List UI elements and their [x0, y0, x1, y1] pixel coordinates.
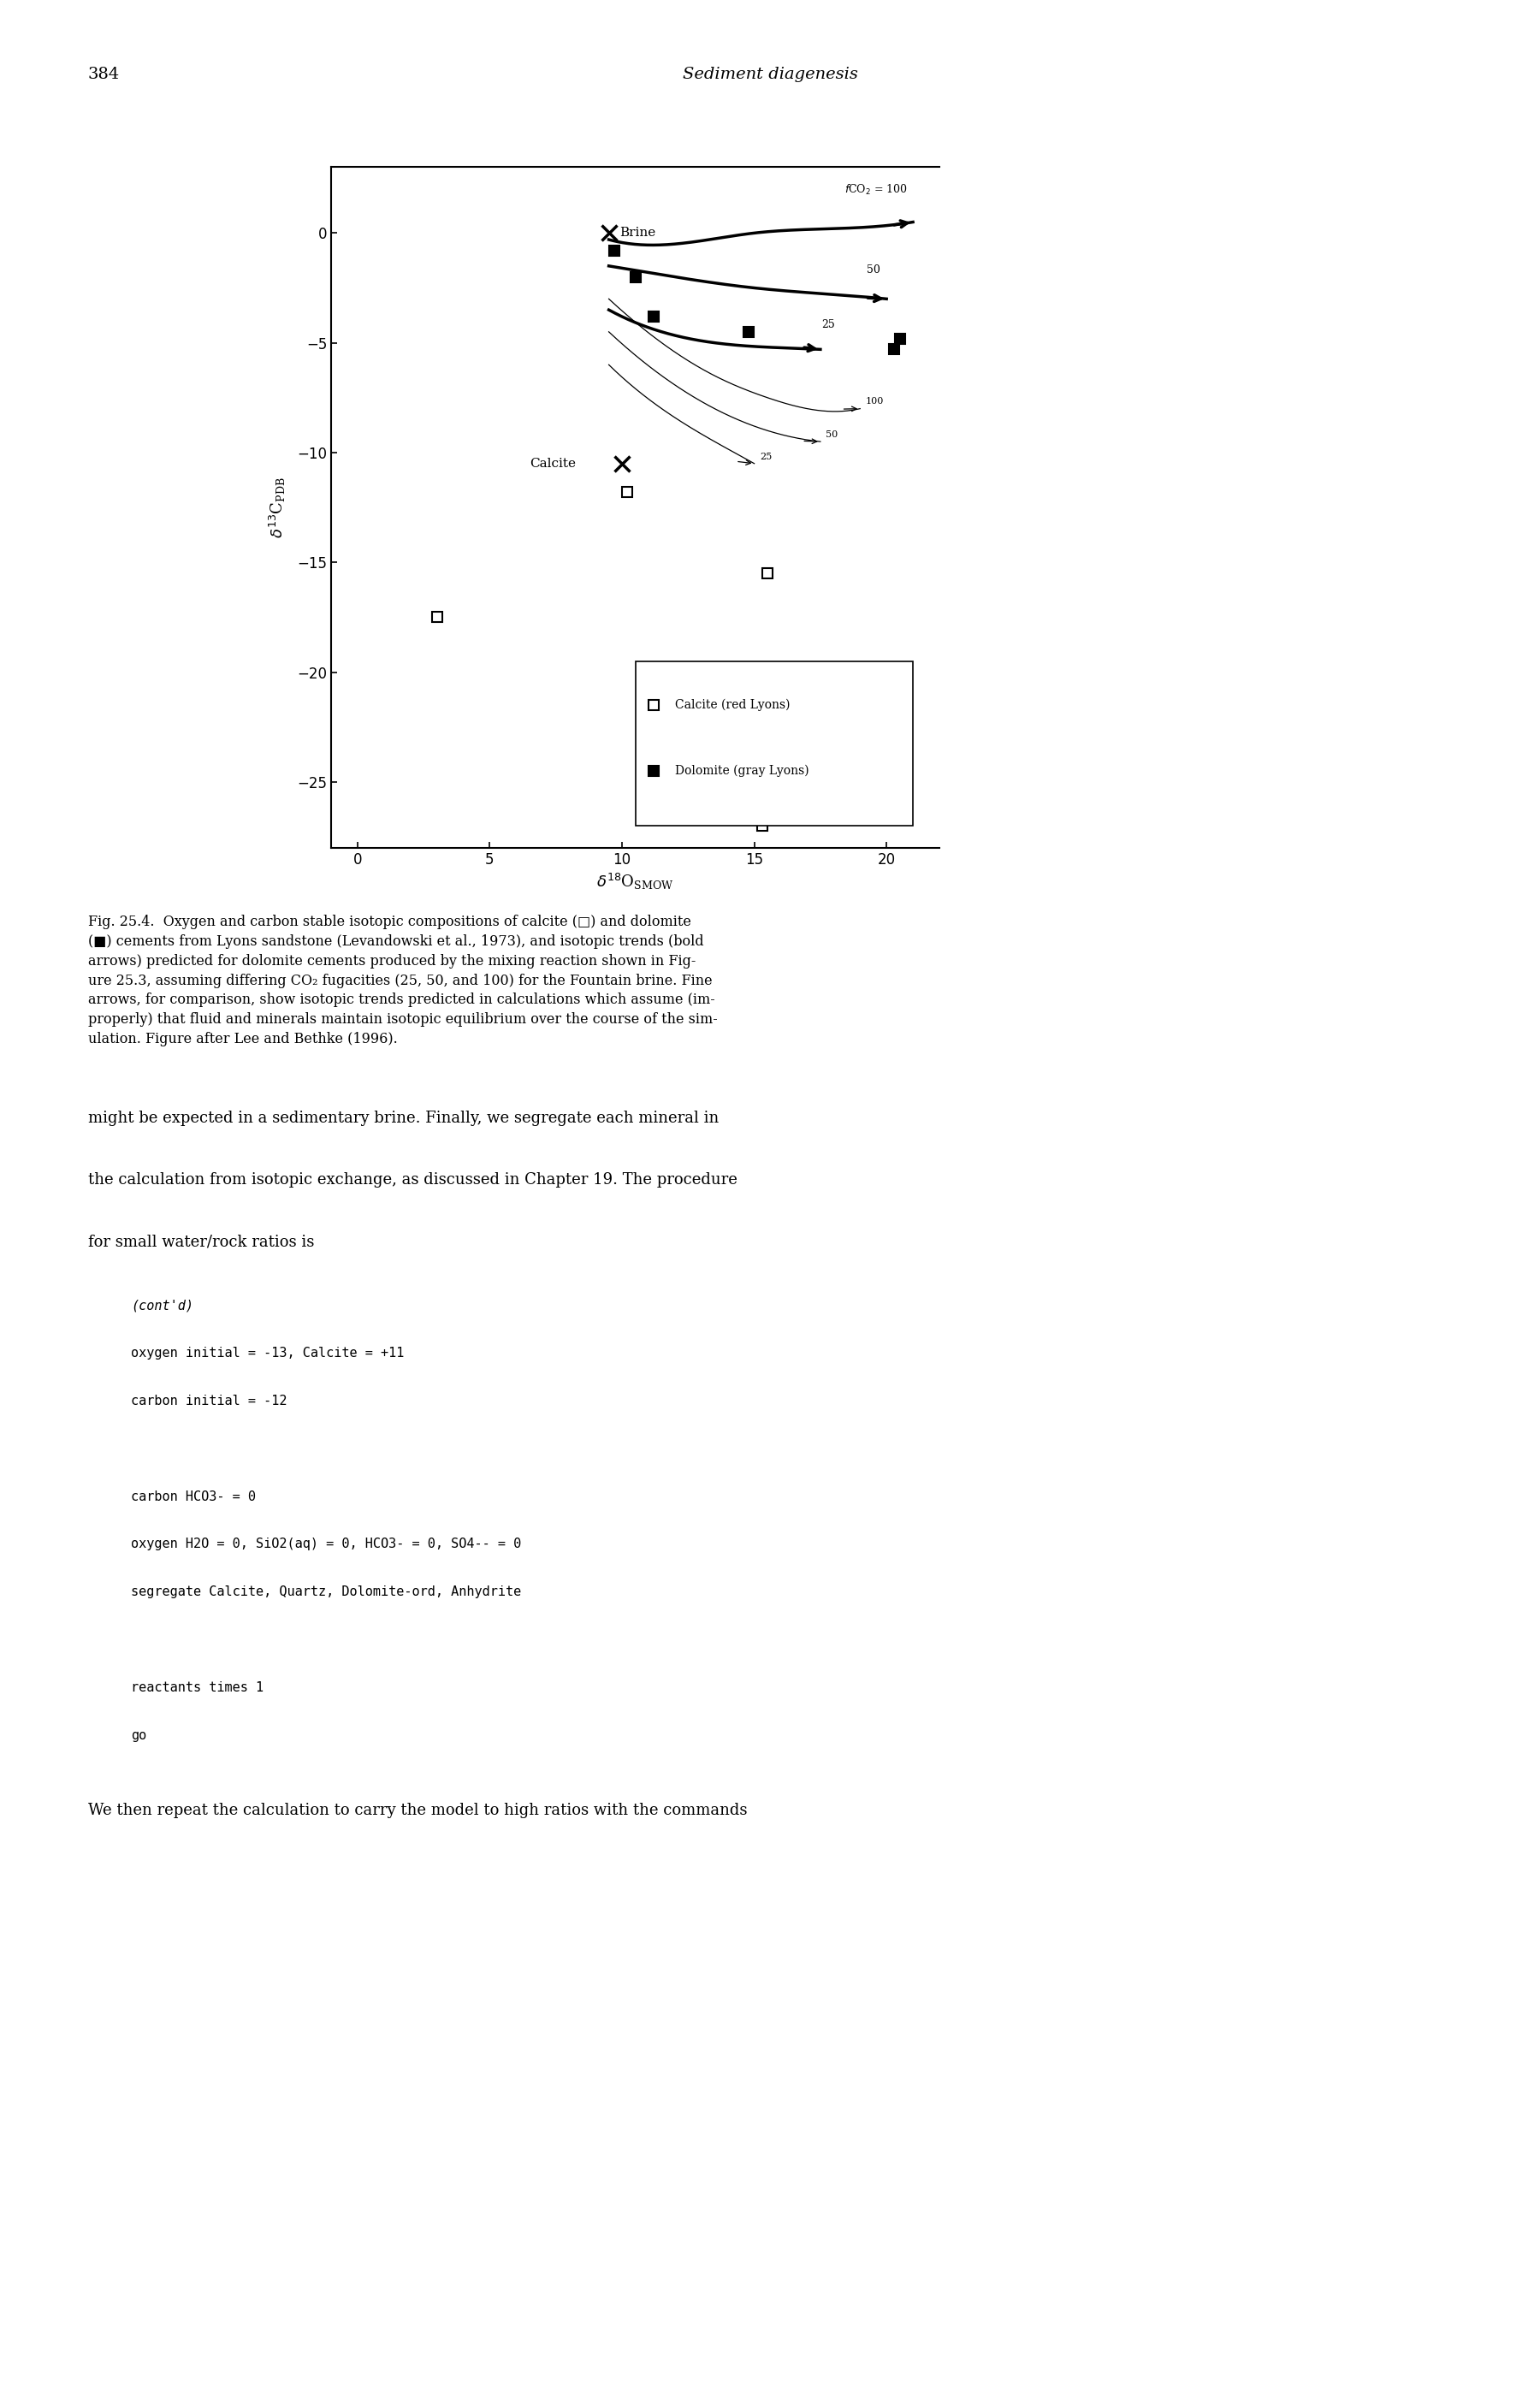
- Text: oxygen H2O = 0, SiO2(aq) = 0, HCO3- = 0, SO4-- = 0: oxygen H2O = 0, SiO2(aq) = 0, HCO3- = 0,…: [131, 1538, 521, 1550]
- Text: carbon HCO3- = 0: carbon HCO3- = 0: [131, 1490, 256, 1502]
- Text: the calculation from isotopic exchange, as discussed in Chapter 19. The procedur: the calculation from isotopic exchange, …: [88, 1173, 738, 1187]
- Text: oxygen initial = -13, Calcite = +11: oxygen initial = -13, Calcite = +11: [131, 1347, 403, 1359]
- Text: 50: 50: [825, 430, 838, 439]
- Text: Dolomite (gray Lyons): Dolomite (gray Lyons): [675, 764, 808, 776]
- Text: (cont'd): (cont'd): [131, 1299, 194, 1311]
- X-axis label: $\delta^{18}$O$_{\mathregular{SMOW}}$: $\delta^{18}$O$_{\mathregular{SMOW}}$: [596, 872, 675, 891]
- Text: 25: 25: [821, 320, 835, 330]
- Bar: [634, 661, 913, 826]
- Y-axis label: $\delta^{13}$C$_{\mathregular{PDB}}$: $\delta^{13}$C$_{\mathregular{PDB}}$: [268, 478, 288, 537]
- Text: $f$CO$_2$ = 100: $f$CO$_2$ = 100: [844, 184, 907, 198]
- Text: Brine: Brine: [619, 227, 656, 239]
- Text: Sediment diagenesis: Sediment diagenesis: [682, 67, 858, 81]
- Text: might be expected in a sedimentary brine. Finally, we segregate each mineral in: might be expected in a sedimentary brine…: [88, 1110, 719, 1125]
- Text: 50: 50: [867, 265, 879, 275]
- Text: reactants times 1: reactants times 1: [131, 1681, 263, 1693]
- Text: Calcite (red Lyons): Calcite (red Lyons): [675, 700, 790, 712]
- Text: Fig. 25.4.  Oxygen and carbon stable isotopic compositions of calcite (□) and do: Fig. 25.4. Oxygen and carbon stable isot…: [88, 915, 718, 1046]
- Text: for small water/rock ratios is: for small water/rock ratios is: [88, 1235, 314, 1249]
- Text: Calcite: Calcite: [530, 458, 576, 470]
- Text: 25: 25: [759, 451, 772, 461]
- Text: We then repeat the calculation to carry the model to high ratios with the comman: We then repeat the calculation to carry …: [88, 1803, 747, 1817]
- Text: segregate Calcite, Quartz, Dolomite-ord, Anhydrite: segregate Calcite, Quartz, Dolomite-ord,…: [131, 1586, 521, 1598]
- Text: 384: 384: [88, 67, 120, 81]
- Text: 100: 100: [865, 396, 884, 406]
- Text: carbon initial = -12: carbon initial = -12: [131, 1395, 286, 1407]
- Text: go: go: [131, 1729, 146, 1741]
